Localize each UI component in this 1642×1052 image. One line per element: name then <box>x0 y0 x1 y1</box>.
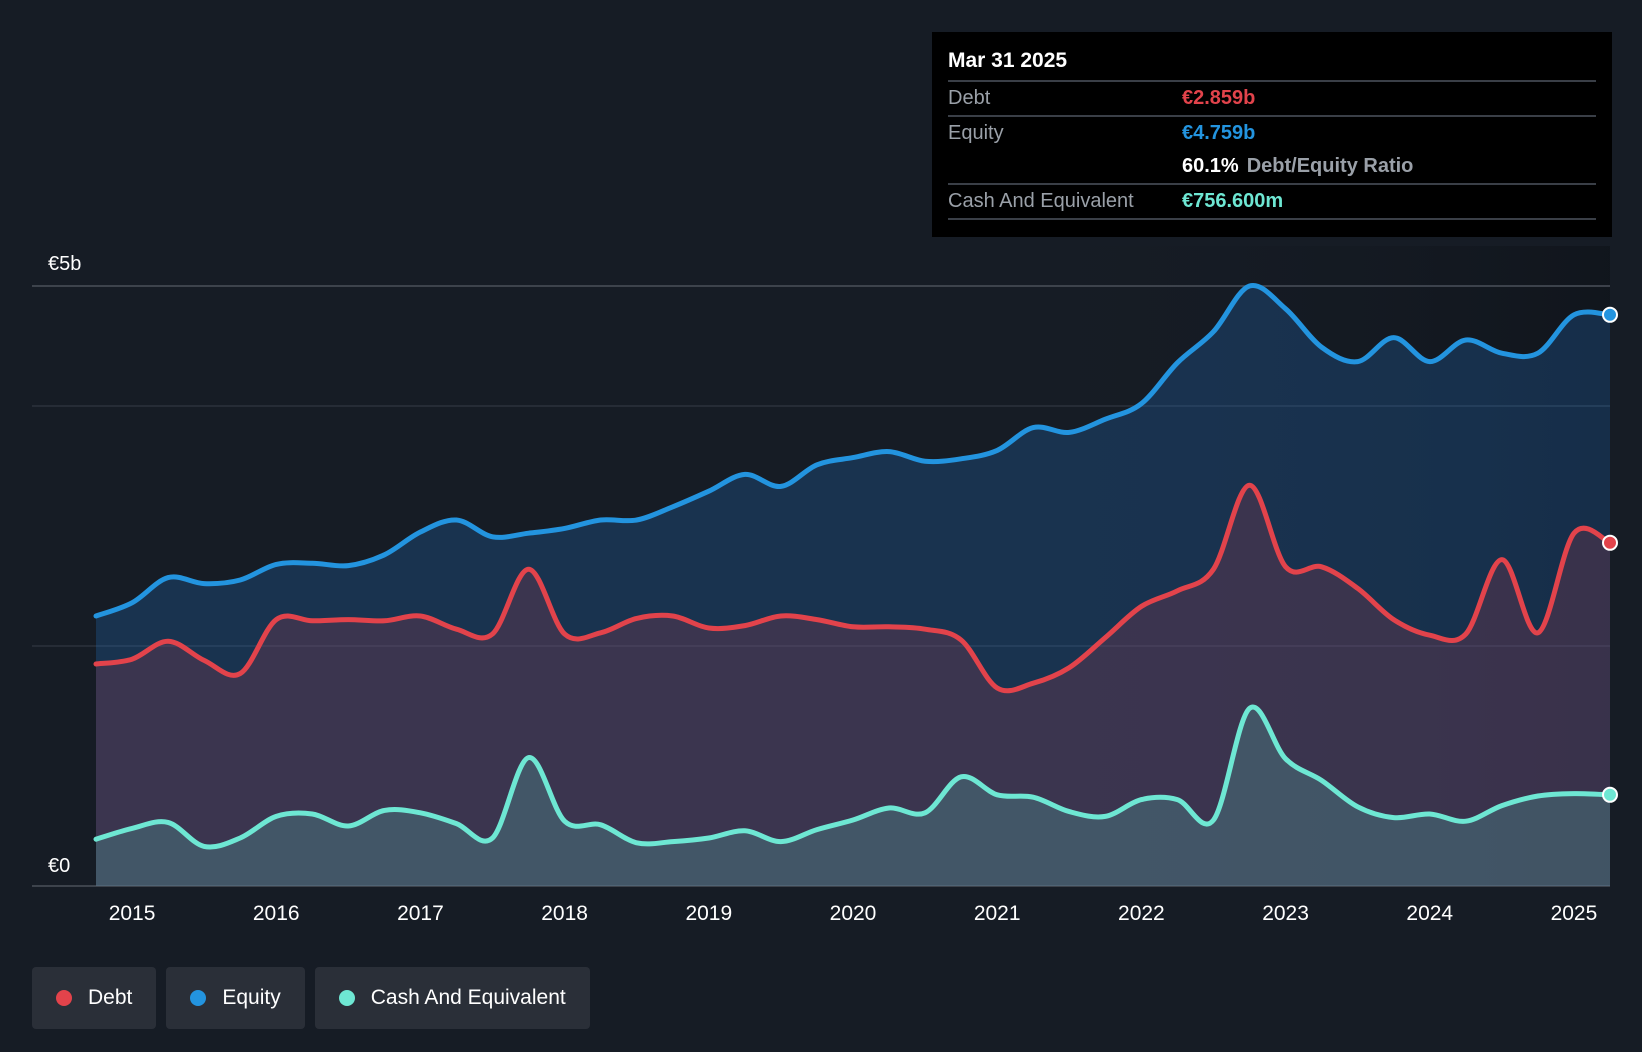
legend-label-debt: Debt <box>88 986 133 1009</box>
x-tick-label: 2023 <box>1262 902 1309 925</box>
equity-dot-icon <box>190 990 207 1006</box>
x-tick-label: 2024 <box>1406 902 1453 925</box>
legend-item-debt[interactable]: Debt <box>32 967 157 1029</box>
tooltip-cash-row: Cash And Equivalent €756.600m <box>948 185 1596 220</box>
legend-label-equity: Equity <box>222 986 281 1009</box>
x-tick-label: 2015 <box>109 902 156 925</box>
tooltip-panel: Mar 31 2025 Debt €2.859b Equity €4.759b … <box>932 32 1612 237</box>
x-axis-labels: 2015 2016 2017 2018 2019 2020 2021 2022 2023 2024… <box>109 902 1598 925</box>
debt-end-marker <box>1602 534 1618 551</box>
legend-item-cash[interactable]: Cash And Equivalent <box>314 967 590 1029</box>
end-markers <box>1602 306 1618 803</box>
tooltip-ratio-row: 60.1% Debt/Equity Ratio <box>948 150 1596 185</box>
x-tick-label: 2017 <box>397 902 444 925</box>
tooltip-debt-label: Debt <box>948 87 991 109</box>
x-tick-label: 2025 <box>1551 902 1598 925</box>
tooltip-ratio-label: Debt/Equity Ratio <box>1246 155 1414 177</box>
cash-and-equivalent-area <box>96 707 1610 886</box>
x-tick-label: 2022 <box>1118 902 1165 925</box>
y-tick-label: €5b <box>48 253 81 275</box>
tooltip-debt-row: Debt €2.859b <box>948 82 1596 117</box>
equity-area <box>96 285 1610 886</box>
y-tick-label: €0 <box>48 855 70 877</box>
x-tick-label: 2019 <box>685 902 732 925</box>
series-areas <box>96 285 1610 886</box>
tooltip-cash-value: €756.600m <box>1182 190 1284 212</box>
debt-line <box>93 482 1613 694</box>
cash-dot-icon <box>338 990 355 1006</box>
legend: Debt Equity Cash And Equivalent <box>32 967 590 1029</box>
cash-and-equivalent-line <box>93 704 1613 850</box>
tooltip-ratio-value: 60.1% <box>1182 155 1239 177</box>
tooltip-date: Mar 31 2025 <box>948 46 1596 82</box>
equity-line <box>93 282 1613 619</box>
grid-lines <box>32 285 1610 887</box>
tooltip-debt-value: €2.859b <box>1182 87 1256 109</box>
legend-label-cash: Cash And Equivalent <box>370 986 566 1009</box>
tooltip-cash-label: Cash And Equivalent <box>948 190 1134 212</box>
debt-area <box>96 485 1610 886</box>
tooltip-equity-value: €4.759b <box>1182 122 1256 144</box>
tooltip-equity-row: Equity €4.759b <box>948 117 1596 150</box>
debt-dot-icon <box>56 990 72 1006</box>
x-tick-label: 2020 <box>830 902 877 925</box>
y-axis-labels: €5b €0 <box>48 253 81 877</box>
cash-and-equivalent-end-marker <box>1602 786 1618 803</box>
series-lines <box>93 282 1613 850</box>
x-tick-label: 2018 <box>541 902 588 925</box>
x-tick-label: 2016 <box>253 902 300 925</box>
legend-item-equity[interactable]: Equity <box>166 967 305 1029</box>
equity-end-marker <box>1602 306 1618 323</box>
x-tick-label: 2021 <box>974 902 1021 925</box>
tooltip-equity-label: Equity <box>948 122 1004 144</box>
